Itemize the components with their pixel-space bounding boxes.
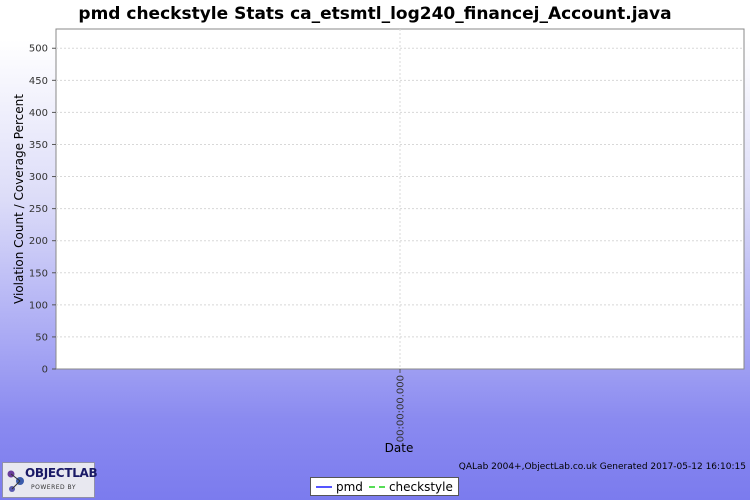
- legend-swatch-checkstyle: [368, 485, 385, 488]
- molecule-icon: [7, 470, 24, 492]
- chart-title: pmd checkstyle Stats ca_etsmtl_log240_fi…: [78, 4, 671, 24]
- y-tick-label: 300: [29, 172, 48, 183]
- x-axis-title: Date: [385, 441, 414, 455]
- logo-name: OBJECTLAB: [25, 466, 98, 480]
- y-axis: 0 50 100 150 200 250 300 350 400 450 500: [29, 44, 56, 376]
- x-axis: 00:00:00.000: [396, 369, 407, 442]
- grid-lines: [56, 29, 744, 369]
- y-tick-label: 150: [29, 268, 48, 279]
- legend-label-pmd: pmd: [336, 479, 363, 494]
- y-axis-title: Violation Count / Coverage Percent: [12, 94, 26, 304]
- y-tick-label: 350: [29, 140, 48, 151]
- x-tick-label: 00:00:00.000: [396, 375, 407, 442]
- objectlab-logo: OBJECTLAB POWERED BY: [2, 462, 98, 498]
- y-tick-label: 250: [29, 204, 48, 215]
- legend: pmd checkstyle: [310, 477, 459, 496]
- logo-tagline: POWERED BY: [31, 484, 77, 491]
- legend-item-pmd: pmd: [316, 480, 363, 494]
- y-tick-label: 100: [29, 300, 48, 311]
- generated-credit: QALab 2004+,ObjectLab.co.uk Generated 20…: [458, 462, 746, 472]
- legend-label-checkstyle: checkstyle: [388, 479, 453, 494]
- y-tick-label: 400: [29, 108, 48, 119]
- y-tick-label: 450: [29, 76, 48, 87]
- y-tick-label: 500: [29, 44, 48, 55]
- y-tick-label: 200: [29, 236, 48, 247]
- legend-swatch-pmd: [316, 485, 332, 488]
- y-tick-label: 0: [42, 365, 48, 376]
- y-tick-label: 50: [35, 332, 48, 343]
- legend-item-checkstyle: checkstyle: [368, 479, 453, 494]
